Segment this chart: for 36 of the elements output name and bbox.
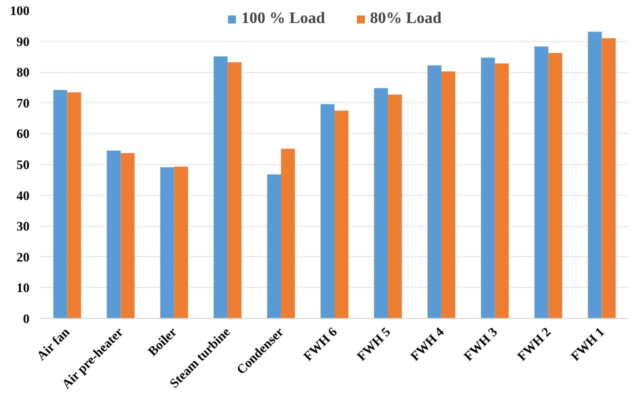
bar bbox=[602, 38, 616, 318]
bar bbox=[106, 150, 121, 318]
y-tick-label: 100 bbox=[10, 3, 30, 18]
bar bbox=[534, 46, 548, 318]
bar bbox=[160, 167, 174, 318]
legend-label: 80% Load bbox=[370, 10, 442, 28]
y-tick-label: 40 bbox=[16, 188, 30, 203]
y-tick-label: 30 bbox=[16, 218, 30, 234]
y-tick-label: 20 bbox=[16, 249, 30, 264]
bar bbox=[67, 92, 82, 318]
y-tick-label: 0 bbox=[23, 311, 30, 326]
bar bbox=[588, 32, 602, 318]
y-tick-label: 80 bbox=[16, 64, 30, 80]
bar bbox=[281, 148, 295, 318]
y-tick-label: 10 bbox=[16, 280, 30, 296]
bar bbox=[374, 88, 388, 318]
bar bbox=[174, 166, 188, 318]
bar bbox=[441, 71, 456, 318]
y-tick-label: 50 bbox=[16, 157, 30, 172]
bar bbox=[120, 153, 135, 318]
bar bbox=[428, 65, 442, 318]
bar bbox=[494, 63, 509, 318]
y-tick-label: 90 bbox=[16, 34, 30, 49]
bar bbox=[320, 104, 334, 318]
legend-label: 100 % Load bbox=[241, 10, 325, 28]
y-tick-label: 70 bbox=[16, 95, 30, 110]
bar bbox=[480, 58, 495, 318]
bar bbox=[53, 90, 68, 318]
bar bbox=[388, 94, 402, 318]
bar bbox=[214, 56, 228, 318]
bar bbox=[548, 53, 562, 318]
x-tick-label: Air fan bbox=[34, 324, 73, 364]
y-tick-label: 60 bbox=[16, 126, 30, 142]
bar bbox=[334, 110, 348, 318]
bar bbox=[267, 174, 282, 318]
bar bbox=[228, 62, 242, 318]
